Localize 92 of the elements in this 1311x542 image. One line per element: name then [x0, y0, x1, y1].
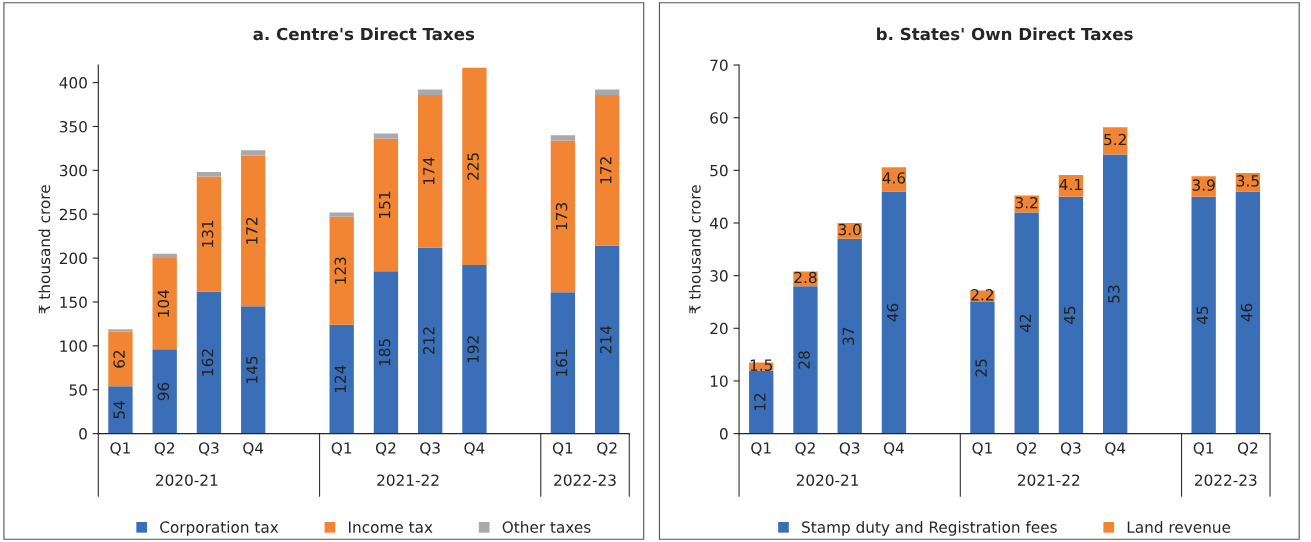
- y-tick-label: 20: [710, 322, 728, 335]
- x-tick-label: Q1: [1193, 442, 1214, 456]
- data-label: 53: [1108, 285, 1120, 303]
- x-tick-label: Q3: [198, 442, 219, 456]
- data-label: 174: [423, 157, 435, 185]
- data-label: 28: [798, 351, 810, 369]
- x-tick-label: Q2: [795, 442, 815, 456]
- data-label: 162: [201, 349, 214, 376]
- data-label: 104: [157, 290, 170, 317]
- x-tick-label: Q2: [1237, 442, 1258, 456]
- y-tick-label: 400: [59, 77, 87, 89]
- y-tick-label: 250: [59, 208, 87, 221]
- data-label: 131: [201, 220, 214, 247]
- data-label: 2.8: [794, 271, 817, 284]
- y-axis-title: ₹ thousand crore: [688, 185, 701, 314]
- x-tick-label: Q4: [464, 442, 485, 456]
- data-label: 185: [378, 339, 391, 366]
- data-label: 1.5: [750, 359, 773, 371]
- data-label: 124: [334, 365, 346, 393]
- data-label: 4.6: [882, 172, 906, 184]
- data-label: 2.2: [971, 289, 994, 301]
- y-tick-label: 50: [710, 164, 728, 177]
- y-tick-label: 30: [710, 270, 728, 282]
- text: 2020-21: [796, 474, 859, 486]
- y-axis-title: ₹ thousand crore: [38, 185, 51, 314]
- text: 2022-23: [1194, 474, 1257, 486]
- x-tick-label: Q1: [331, 442, 352, 456]
- x-tick-label: Q2: [1016, 442, 1037, 456]
- data-label: 46: [1240, 303, 1253, 322]
- x-tick-label: Q1: [110, 442, 130, 456]
- x-tick-label: Q1: [751, 442, 771, 456]
- x-tick-label: Q4: [883, 442, 904, 456]
- data-label: 214: [600, 325, 612, 354]
- text: 2021-22: [377, 474, 439, 486]
- data-label: 173: [555, 203, 568, 230]
- data-label: 42: [1019, 314, 1031, 333]
- x-tick-label: Q3: [420, 442, 440, 456]
- x-tick-label: Q1: [972, 442, 992, 456]
- data-label: 25: [975, 359, 987, 377]
- data-label: 172: [246, 217, 258, 244]
- legend-label: Stamp duty and Registration fees: [802, 521, 1057, 536]
- data-label: 37: [842, 327, 855, 345]
- data-label: 45: [1196, 306, 1209, 325]
- data-label: 4.1: [1059, 178, 1082, 191]
- y-tick-label: 100: [60, 340, 87, 352]
- chart-title: b. States' Own Direct Taxes: [877, 27, 1133, 41]
- y-tick-label: 150: [60, 296, 87, 308]
- data-label: 3.0: [838, 223, 861, 236]
- data-label: 96: [157, 382, 170, 401]
- data-label: 46: [886, 303, 899, 322]
- y-tick-label: 350: [59, 120, 87, 133]
- text: 2020-21: [156, 474, 218, 486]
- data-label: 225: [467, 153, 479, 180]
- legend-label: Corporation tax: [160, 521, 279, 536]
- x-tick-label: Q2: [375, 442, 396, 456]
- y-tick-label: 50: [69, 384, 87, 396]
- x-tick-label: Q3: [1060, 442, 1081, 456]
- data-label: 62: [113, 350, 125, 368]
- data-label: 54: [113, 401, 125, 419]
- data-label: 161: [555, 349, 568, 376]
- data-label: 5.2: [1104, 133, 1126, 146]
- y-tick-label: 0: [79, 428, 87, 440]
- x-tick-label: Q4: [1105, 442, 1126, 456]
- x-tick-label: Q1: [552, 442, 573, 456]
- y-tick-label: 300: [59, 164, 87, 177]
- y-tick-label: 40: [709, 217, 728, 230]
- y-tick-label: 0: [719, 428, 728, 440]
- text: 2021-22: [1018, 474, 1080, 486]
- x-tick-label: Q2: [154, 442, 175, 456]
- data-label: 172: [600, 157, 612, 184]
- legend-label: Other taxes: [502, 521, 591, 533]
- legend-label: Land revenue: [1127, 521, 1231, 533]
- data-label: 145: [246, 356, 258, 383]
- x-tick-label: Q4: [243, 442, 264, 456]
- data-label: 3.2: [1015, 196, 1038, 209]
- chart-title: a. Centre's Direct Taxes: [253, 27, 475, 41]
- y-tick-label: 70: [710, 59, 728, 72]
- y-tick-label: 10: [710, 375, 728, 387]
- y-tick-label: 60: [710, 112, 728, 124]
- text: 2022-23: [554, 474, 616, 486]
- legend-label: Income tax: [349, 521, 433, 533]
- data-label: 123: [334, 257, 347, 284]
- data-label: 45: [1064, 306, 1076, 325]
- data-label: 3.9: [1192, 179, 1215, 191]
- data-label: 3.5: [1236, 175, 1259, 187]
- data-label: 151: [379, 191, 391, 218]
- y-tick-label: 200: [59, 252, 87, 265]
- data-label: 192: [467, 336, 479, 363]
- x-tick-label: Q3: [839, 442, 860, 456]
- x-tick-label: Q2: [597, 442, 617, 456]
- data-label: 12: [754, 393, 766, 411]
- data-label: 212: [423, 327, 435, 355]
